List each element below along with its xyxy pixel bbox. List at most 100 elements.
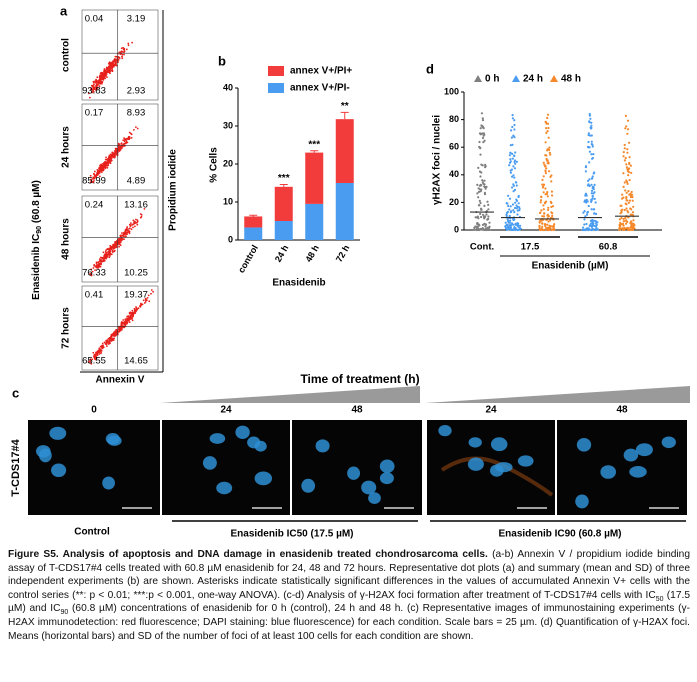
foci-dot <box>585 198 588 201</box>
foci-dot <box>628 167 631 170</box>
foci-dot <box>544 193 547 196</box>
foci-dot <box>542 161 545 164</box>
cell-dot <box>113 59 116 62</box>
cell-dot <box>150 289 153 291</box>
quadrant-value: 19.37 <box>124 290 148 301</box>
time-label: 48 <box>351 405 363 416</box>
cell-dot <box>129 225 132 228</box>
foci-dot <box>553 228 556 232</box>
foci-dot <box>589 134 592 137</box>
cell-dot <box>115 149 117 152</box>
x-axis-label: Enasidenib (µM) <box>532 261 609 272</box>
cell-dot <box>102 73 105 76</box>
quadrant-value: 4.89 <box>127 176 146 187</box>
nucleus <box>623 448 639 462</box>
foci-dot <box>584 170 588 173</box>
cell-dot <box>111 337 114 340</box>
foci-dot <box>511 152 514 155</box>
cell-dot <box>143 302 146 304</box>
cell-dot <box>110 335 113 337</box>
foci-dot <box>476 192 479 195</box>
foci-dot <box>485 213 488 216</box>
cell-dot <box>109 250 112 253</box>
nucleus <box>361 480 377 495</box>
legend-label: annex V+/PI+ <box>290 66 352 77</box>
cell-dot <box>95 173 98 176</box>
foci-dot <box>504 221 507 224</box>
cell-dot <box>113 156 116 159</box>
nucleus <box>468 437 482 448</box>
x-tick-label: 17.5 <box>521 242 540 253</box>
cell-dot <box>95 80 97 82</box>
foci-dot <box>625 222 628 225</box>
cell-dot <box>100 352 102 355</box>
cell-dot <box>137 307 140 310</box>
foci-dot <box>590 189 594 192</box>
cell-dot <box>110 65 113 68</box>
foci-dot <box>583 200 586 203</box>
cell-dot <box>117 328 120 330</box>
cell-dot <box>120 47 123 50</box>
error-bar <box>249 214 258 217</box>
foci-dot <box>588 146 591 149</box>
foci-dot <box>483 179 486 182</box>
cell-dot <box>123 322 126 325</box>
caption-text: (a-b) Annexin V / propidium iodide bindi… <box>8 549 691 601</box>
cell-dot <box>111 249 114 252</box>
cell-dot <box>105 66 108 69</box>
cell-dot <box>114 155 116 158</box>
cell-dot <box>130 228 133 231</box>
foci-dot <box>628 156 631 159</box>
foci-dot <box>631 222 634 225</box>
cell-dot <box>89 174 92 177</box>
foci-dot <box>551 228 554 231</box>
foci-dot <box>587 179 590 182</box>
foci-dot <box>591 177 594 180</box>
cell-dot <box>106 345 108 347</box>
foci-dot <box>630 171 633 174</box>
cell-dot <box>111 69 114 72</box>
nucleus <box>254 471 273 486</box>
foci-dot <box>514 151 517 154</box>
foci-dot <box>515 204 518 207</box>
foci-dot <box>479 201 482 205</box>
cell-dot <box>106 341 109 344</box>
foci-dot <box>593 212 596 215</box>
cell-dot <box>95 261 98 264</box>
bar-segment <box>335 119 354 183</box>
foci-dot <box>592 208 595 211</box>
nucleus <box>661 436 676 449</box>
foci-dot <box>628 141 631 144</box>
cell-dot <box>104 253 106 256</box>
nucleus <box>467 457 484 471</box>
foci-dot <box>593 191 596 194</box>
foci-dot <box>624 127 627 130</box>
foci-dot <box>590 192 593 195</box>
foci-dot <box>482 182 485 185</box>
foci-dot <box>510 210 513 213</box>
foci-dot <box>619 223 623 226</box>
cell-dot <box>107 247 109 250</box>
foci-dot <box>584 228 587 231</box>
cell-dot <box>99 256 102 259</box>
cell-dot <box>92 82 95 84</box>
foci-dot <box>513 154 516 157</box>
foci-dot <box>548 170 551 173</box>
foci-dot <box>510 129 513 132</box>
cell-dot <box>115 153 118 156</box>
cell-dot <box>98 82 101 85</box>
cell-dot <box>105 249 107 252</box>
foci-dot <box>588 161 591 164</box>
cell-dot <box>140 214 143 216</box>
foci-dot <box>629 195 633 199</box>
foci-dot <box>510 222 514 225</box>
foci-dot <box>538 226 541 229</box>
cell-dot <box>89 96 91 99</box>
panel-label: c <box>12 385 19 400</box>
cell-dot <box>99 175 101 178</box>
foci-dot <box>510 175 514 178</box>
cell-dot <box>109 64 111 66</box>
cell-dot <box>128 131 131 134</box>
foci-dot <box>586 210 590 213</box>
cell-dot <box>114 58 117 61</box>
